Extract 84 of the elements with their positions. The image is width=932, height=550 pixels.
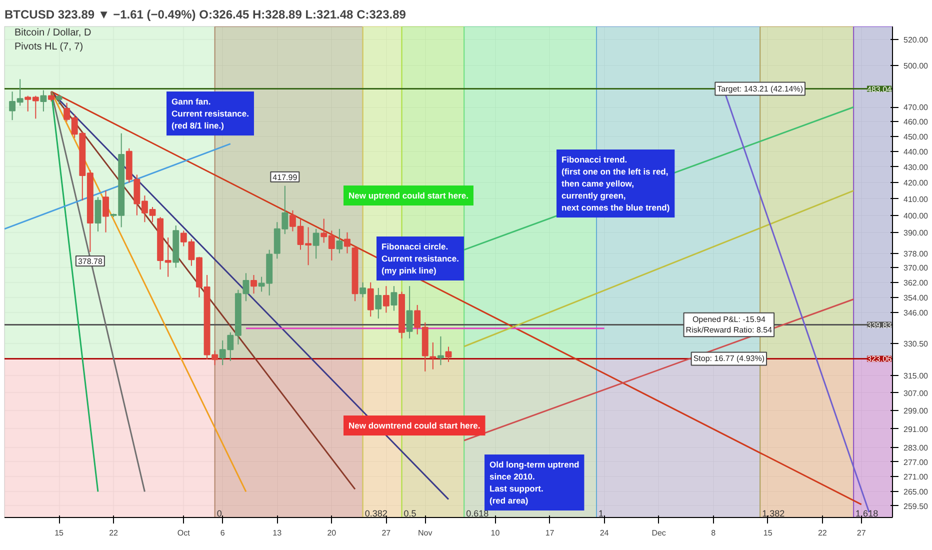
band-label: 1.382 (762, 508, 785, 518)
y-tick-label: 370.00 (904, 264, 929, 273)
candlestick (406, 286, 413, 339)
band-label: 1 (598, 508, 604, 518)
x-tick-label: 15 (54, 528, 64, 538)
band-label: 0 (216, 508, 222, 518)
y-tick-label: 470.00 (904, 103, 929, 112)
annotation: 378.78 (78, 256, 103, 266)
y-tick-label: 315.00 (904, 372, 929, 381)
annotation: Fibonacci trend. (first one on the left is red, then came yellow, currently green, next comes the blue trend) (562, 154, 670, 212)
y-tick-label: 450.00 (904, 132, 929, 142)
y-tick-label: 291.00 (904, 424, 929, 434)
y-tick-label: 390.00 (904, 228, 929, 238)
y-tick-label: 299.00 (904, 406, 929, 416)
x-tick-label: 22 (818, 528, 828, 538)
candlestick (250, 274, 257, 294)
candlestick (40, 90, 47, 112)
candlestick (344, 232, 350, 254)
y-tick-label: 330.50 (904, 339, 929, 348)
y-tick-label: 420.00 (904, 178, 929, 188)
band-label: 1.618 (856, 508, 878, 518)
annotation: Old long-term uptrend since 2010. Last support. (red area) (490, 460, 580, 506)
annotation: Target: 143.21 (42.14%) (717, 84, 804, 94)
y-tick-label: 378.00 (904, 249, 929, 258)
annotation: Stop: 16.77 (4.93%) (693, 354, 765, 364)
candlestick (390, 286, 398, 312)
y-tick-label: 410.00 (904, 194, 929, 204)
y-tick-label: 271.00 (904, 472, 929, 482)
annotation: Opened P&L: -15.94 Risk/Reward Ratio: 8.54 (686, 314, 773, 335)
x-tick-label: Dec (652, 528, 666, 538)
annotation: Pivots HL (7, 7) (14, 42, 84, 52)
candlestick (445, 346, 452, 363)
candlestick (56, 94, 62, 105)
candlestick (94, 196, 102, 232)
x-tick-label: 10 (490, 528, 500, 538)
candlestick (375, 287, 382, 320)
y-tick-label: 259.50 (904, 502, 929, 511)
ref-line-label: 483.04 (867, 84, 892, 94)
y-tick-label: 265.00 (904, 488, 929, 497)
x-tick-label: 22 (109, 528, 119, 538)
annotation: 417.99 (272, 172, 298, 182)
y-tick-label: 277.00 (904, 458, 929, 467)
candlestick (102, 190, 109, 233)
x-tick-label: 27 (856, 528, 866, 538)
candlestick (430, 342, 436, 370)
y-tick-label: 520.00 (904, 35, 929, 44)
y-tick-label: 500.00 (904, 62, 929, 71)
band-label: 0.5 (404, 508, 416, 518)
band-label: 0.382 (364, 508, 388, 518)
ref-line-label: 323.06 (867, 354, 892, 364)
candlestick (336, 228, 343, 254)
ref-line-label: 339.83 (867, 320, 892, 330)
y-tick-label: 283.00 (904, 444, 929, 453)
y-tick-label: 362.00 (904, 278, 929, 288)
candlestick (48, 91, 54, 102)
y-tick-label: 400.00 (904, 211, 929, 220)
x-tick-label: 15 (763, 528, 773, 538)
y-tick-label: 307.00 (904, 388, 929, 398)
band-label: 0.618 (466, 508, 489, 518)
y-tick-label: 354.00 (904, 293, 929, 302)
candlestick (437, 336, 444, 366)
annotation: New uptrend could start here. (348, 190, 468, 200)
x-tick-label: 27 (382, 528, 392, 538)
y-tick-label: 460.00 (904, 118, 929, 127)
x-tick-label: 17 (545, 528, 555, 538)
x-tick-label: 8 (711, 528, 716, 538)
x-tick-label: 20 (327, 528, 337, 538)
candlestick (312, 228, 320, 260)
annotation: Gann fan. Current resistance. (red 8/1 line.) (172, 96, 249, 130)
candlestick (382, 286, 390, 314)
x-tick-label: Nov (418, 528, 432, 538)
y-tick-label: 430.00 (904, 162, 929, 172)
x-tick-label: 6 (220, 528, 226, 538)
candlestick (367, 282, 374, 318)
y-tick-label: 346.00 (904, 308, 929, 318)
candlestick (360, 282, 366, 298)
annotation: New downtrend could start here. (348, 420, 480, 430)
x-tick-label: 13 (272, 528, 282, 538)
y-tick-label: 440.00 (904, 147, 929, 156)
x-tick-label: Oct (177, 528, 191, 538)
annotation: Bitcoin / Dollar, D (14, 28, 92, 38)
annotation: Fibonacci circle. Current resistance. (my pink line) (382, 242, 459, 276)
x-tick-label: 24 (600, 528, 610, 538)
chart-title: BTCUSD 323.89 ▼ −1.61 (−0.49%) O:326.45 H:328.89 L:321.48 C:323.89 (4, 8, 406, 22)
